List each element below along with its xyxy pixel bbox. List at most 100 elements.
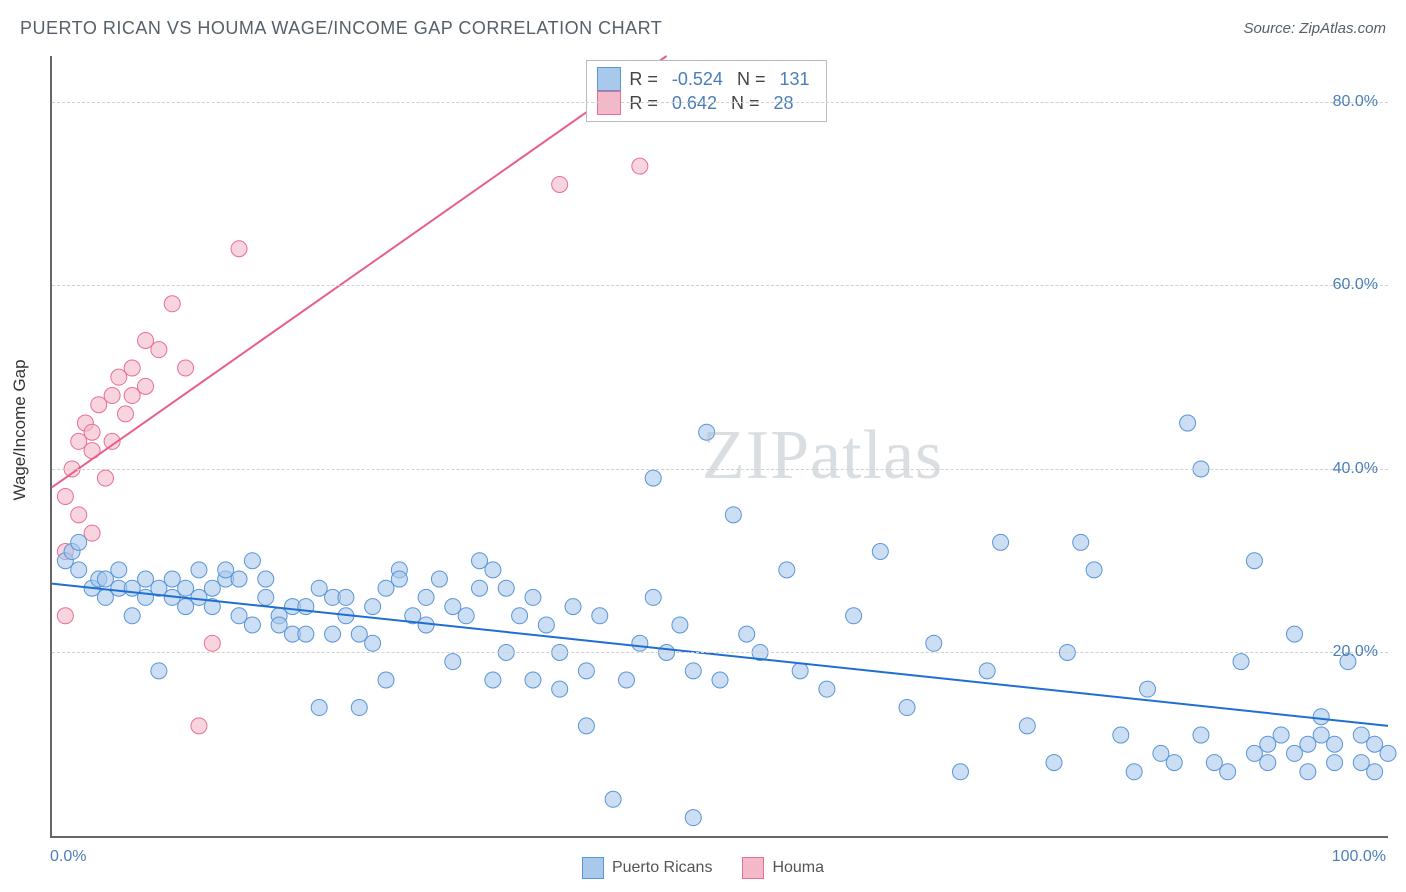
scatter-point [311,580,327,596]
scatter-point [872,544,888,560]
scatter-point [91,397,107,413]
scatter-point [1193,727,1209,743]
scatter-point [178,360,194,376]
scatter-point [111,369,127,385]
scatter-point [57,488,73,504]
stats-swatch [597,67,621,91]
scatter-point [124,608,140,624]
scatter-point [685,663,701,679]
scatter-point [84,424,100,440]
scatter-point [1246,745,1262,761]
scatter-point [138,378,154,394]
scatter-point [1367,736,1383,752]
scatter-point [111,562,127,578]
scatter-point [618,672,634,688]
scatter-point [485,562,501,578]
chart-title: PUERTO RICAN VS HOUMA WAGE/INCOME GAP CO… [20,18,662,39]
chart-plot-area: R =-0.524N =131R = 0.642N = 28 ZIPatlas … [50,56,1388,838]
scatter-point [1019,718,1035,734]
scatter-point [552,681,568,697]
scatter-point [1273,727,1289,743]
scatter-point [97,589,113,605]
scatter-point [1233,654,1249,670]
scatter-point [431,571,447,587]
scatter-point [792,663,808,679]
y-tick-label: 40.0% [1333,460,1378,478]
scatter-point [445,599,461,615]
scatter-point [57,608,73,624]
scatter-point [1313,727,1329,743]
scatter-point [1126,764,1142,780]
scatter-point [739,626,755,642]
scatter-point [151,663,167,679]
stats-n-label: N = [737,69,766,90]
scatter-point [472,580,488,596]
scatter-point [71,534,87,550]
scatter-point [178,580,194,596]
scatter-point [138,571,154,587]
scatter-point [71,507,87,523]
scatter-point [271,617,287,633]
grid-line [52,652,1388,653]
stats-row: R = 0.642N = 28 [597,91,815,115]
scatter-point [485,672,501,688]
scatter-point [1313,709,1329,725]
y-tick-label: 80.0% [1333,93,1378,111]
scatter-point [325,626,341,642]
scatter-point [231,608,247,624]
scatter-point [1327,755,1343,771]
legend-label: Puerto Ricans [612,859,713,877]
scatter-point [1260,736,1276,752]
scatter-point [244,617,260,633]
scatter-point [632,635,648,651]
y-axis-title: Wage/Income Gap [10,359,30,500]
y-tick-label: 60.0% [1333,276,1378,294]
scatter-point [1153,745,1169,761]
scatter-point [1260,755,1276,771]
stats-r-label: R = [629,93,658,114]
scatter-point [351,626,367,642]
scatter-point [138,589,154,605]
scatter-point [298,626,314,642]
scatter-point [191,718,207,734]
scatter-point [378,672,394,688]
scatter-point [525,589,541,605]
scatter-point [993,534,1009,550]
scatter-point [124,580,140,596]
scatter-point [178,599,194,615]
grid-line [52,469,1388,470]
scatter-point [338,589,354,605]
scatter-point [1286,745,1302,761]
stats-n-value: 28 [767,93,799,114]
stats-swatch [597,91,621,115]
scatter-point [498,580,514,596]
scatter-point [191,589,207,605]
scatter-point [378,580,394,596]
legend-swatch [582,857,604,879]
scatter-point [1353,755,1369,771]
scatter-point [311,700,327,716]
legend-item: Puerto Ricans [582,857,713,879]
trend-line [52,56,667,487]
scatter-point [365,599,381,615]
scatter-point [699,424,715,440]
scatter-point [472,553,488,569]
scatter-point [71,433,87,449]
scatter-point [84,525,100,541]
scatter-point [1140,681,1156,697]
stats-r-label: R = [629,69,658,90]
scatter-point [779,562,795,578]
scatter-point [552,176,568,192]
scatter-point [592,608,608,624]
legend-item: Houma [742,857,824,879]
scatter-point [538,617,554,633]
scatter-point [512,608,528,624]
scatter-point [258,571,274,587]
scatter-point [632,158,648,174]
scatter-point [578,663,594,679]
scatter-point [97,571,113,587]
scatter-point [926,635,942,651]
scatter-point [124,360,140,376]
scatter-point [525,672,541,688]
scatter-point [164,296,180,312]
